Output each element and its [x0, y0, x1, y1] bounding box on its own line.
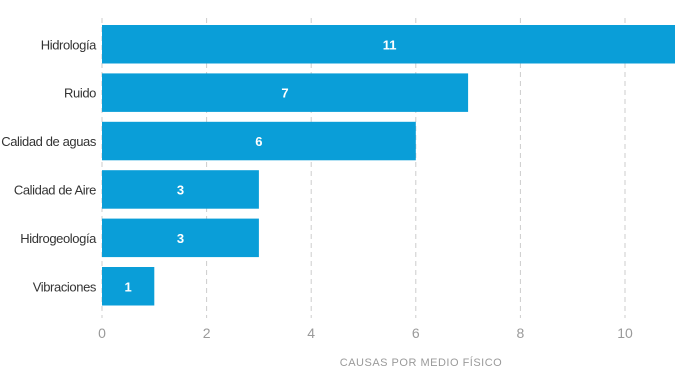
x-tick-label: 0: [98, 325, 106, 341]
category-label: Calidad de Aire: [14, 182, 96, 197]
category-label: Calidad de aguas: [1, 134, 97, 149]
bars-group: 11 7 6 3 3 1: [102, 25, 675, 306]
bar: [102, 170, 259, 209]
grid-lines: [101, 18, 626, 318]
category-label: Ruido: [64, 86, 96, 101]
x-tick-labels: 0 2 4 6 8 10: [98, 325, 633, 341]
data-label: 7: [281, 86, 288, 101]
x-tick-label: 4: [307, 325, 315, 341]
bar: [102, 218, 259, 258]
x-axis-title: CAUSAS POR MEDIO FÍSICO: [340, 356, 502, 369]
category-label: Vibraciones: [33, 279, 97, 294]
category-labels: Hidrología Ruido Calidad de aguas Calidad d…: [1, 37, 97, 294]
bar: [102, 25, 675, 64]
x-tick-label: 2: [203, 325, 211, 341]
bar: [102, 121, 416, 161]
category-label: Hidrogeología: [20, 231, 97, 246]
data-label: 3: [177, 231, 184, 246]
data-label: 3: [177, 182, 184, 197]
x-tick-label: 10: [617, 325, 633, 341]
x-tick-label: 6: [412, 325, 420, 341]
x-tick-label: 8: [517, 325, 525, 341]
data-label: 11: [383, 37, 397, 52]
bar: [102, 267, 155, 306]
bar: [102, 73, 469, 112]
category-label: Hidrología: [41, 37, 97, 52]
data-label: 1: [125, 279, 132, 294]
data-label: 6: [255, 134, 262, 149]
